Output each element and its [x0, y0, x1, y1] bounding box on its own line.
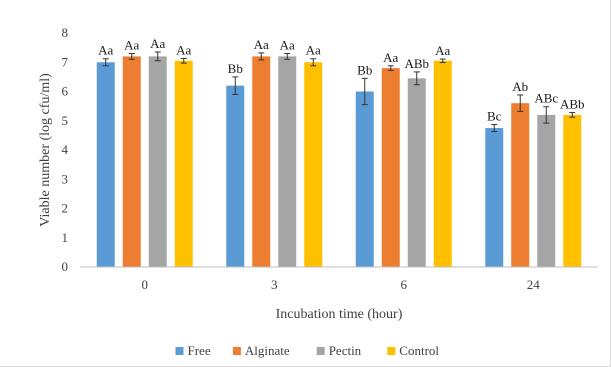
error-bars-layer — [102, 51, 576, 133]
bar-alginate-24 — [511, 103, 530, 267]
error-bar — [413, 71, 420, 86]
error-bar — [387, 65, 394, 71]
data-label: Aa — [280, 37, 295, 52]
x-tick-label: 3 — [271, 277, 278, 292]
y-tick-label: 4 — [62, 142, 69, 157]
error-bar — [439, 58, 446, 64]
legend-swatch — [387, 347, 396, 355]
data-label: ABc — [534, 91, 558, 106]
y-tick-label: 6 — [62, 84, 69, 99]
x-axis-title: Incubation time (hour) — [276, 307, 403, 322]
bar-pectin-24 — [537, 114, 556, 268]
data-label: Ab — [512, 79, 528, 94]
legend-item-alginate: Alginate — [232, 343, 290, 358]
bar-pectin-0 — [148, 56, 167, 268]
x-tick-label: 0 — [142, 277, 149, 292]
bar-free-3 — [226, 85, 245, 268]
bar-pectin-3 — [278, 56, 297, 268]
bar-pectin-6 — [407, 78, 426, 268]
error-bar — [491, 124, 498, 133]
legend-swatch — [316, 347, 325, 355]
legend-item-free: Free — [175, 343, 211, 358]
legend-item-pectin: Pectin — [316, 343, 362, 358]
data-label: Aa — [98, 43, 113, 58]
legend-label: Alginate — [245, 343, 290, 358]
error-bar — [569, 112, 576, 118]
data-label: ABb — [404, 56, 429, 71]
data-label: Aa — [150, 36, 165, 51]
legend-label: Pectin — [329, 343, 362, 358]
data-label: ABb — [560, 97, 585, 112]
bar-alginate-0 — [122, 56, 141, 268]
error-bar — [258, 52, 265, 61]
y-tick-label: 1 — [62, 230, 69, 245]
x-tick-label: 24 — [527, 277, 541, 292]
y-tick-labels: 0 1 2 3 4 5 6 7 8 — [62, 25, 69, 274]
bar-free-24 — [485, 128, 504, 267]
bar-control-24 — [563, 114, 582, 268]
y-tick-label: 5 — [62, 113, 69, 128]
error-bar — [517, 94, 524, 112]
bar-control-6 — [433, 60, 452, 267]
error-bar — [361, 77, 368, 106]
data-label: Bb — [228, 61, 243, 76]
bar-alginate-3 — [252, 56, 271, 268]
error-bar — [128, 52, 135, 60]
error-bar — [180, 57, 187, 64]
legend-item-control: Control — [387, 343, 439, 358]
data-label: Aa — [254, 37, 269, 52]
legend-swatch — [232, 347, 241, 355]
data-label: Aa — [435, 43, 450, 58]
legend-label: Control — [399, 343, 439, 358]
bar-free-0 — [96, 62, 115, 267]
legend-swatch — [175, 347, 184, 355]
y-tick-label: 0 — [62, 259, 69, 274]
error-bar — [154, 51, 161, 62]
bar-control-3 — [304, 62, 323, 267]
error-bar — [310, 58, 317, 67]
data-label: Aa — [306, 43, 321, 58]
y-tick-label: 8 — [62, 25, 69, 40]
error-bar — [284, 52, 291, 60]
data-label: Aa — [176, 42, 191, 57]
y-tick-label: 2 — [62, 201, 69, 216]
bar-control-0 — [174, 60, 193, 267]
data-label: Aa — [383, 50, 398, 65]
data-label: Aa — [124, 37, 139, 52]
bar-alginate-6 — [381, 68, 400, 267]
x-tick-labels: 0 3 6 24 — [142, 277, 541, 292]
legend: Free Alginate Pectin Control — [175, 343, 439, 358]
error-bar — [543, 106, 550, 124]
data-label: Bb — [357, 62, 372, 77]
data-label: Bc — [487, 109, 502, 124]
bar-free-6 — [355, 91, 374, 267]
error-bar — [102, 58, 109, 67]
error-bar — [232, 76, 239, 95]
y-axis-title: Viable number (log cfu/ml) — [38, 73, 53, 227]
legend-label: Free — [188, 343, 211, 358]
x-tick-label: 6 — [401, 277, 408, 292]
y-tick-label: 7 — [62, 54, 69, 69]
bars-layer — [96, 56, 582, 268]
y-tick-label: 3 — [62, 171, 69, 186]
